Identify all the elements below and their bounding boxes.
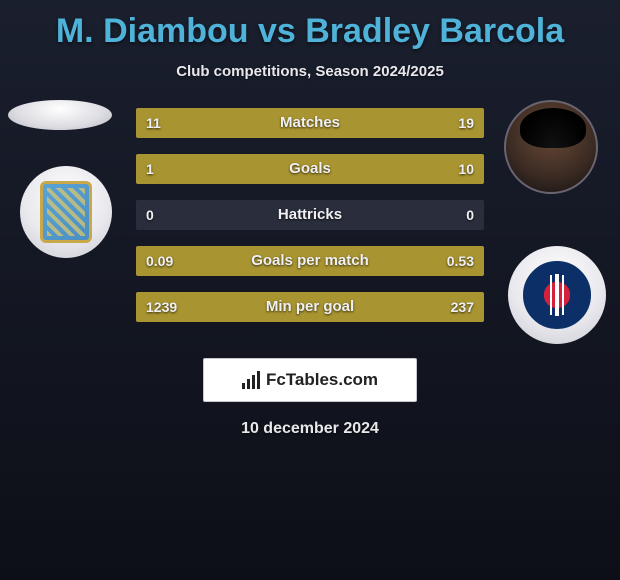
stat-row: 00Hattricks bbox=[136, 200, 484, 230]
brand-logo-icon bbox=[242, 371, 260, 389]
stat-label: Min per goal bbox=[136, 292, 484, 322]
comparison-area: 1119Matches 110Goals 00Hattricks 0.090.53Go… bbox=[0, 108, 620, 348]
date-text: 10 december 2024 bbox=[0, 420, 620, 438]
stat-label: Matches bbox=[136, 108, 484, 138]
stat-row: 1119Matches bbox=[136, 108, 484, 138]
subtitle: Club competitions, Season 2024/2025 bbox=[0, 63, 620, 80]
stat-bars: 1119Matches 110Goals 00Hattricks 0.090.53Go… bbox=[136, 108, 484, 338]
page-title: M. Diambou vs Bradley Barcola bbox=[0, 0, 620, 51]
club-right-badge bbox=[508, 246, 606, 344]
stat-row: 1239237Min per goal bbox=[136, 292, 484, 322]
psg-crest-icon bbox=[523, 261, 591, 329]
club-left-crest-icon bbox=[40, 181, 92, 243]
player-left-avatar bbox=[8, 100, 112, 130]
stat-row: 110Goals bbox=[136, 154, 484, 184]
brand-badge[interactable]: FcTables.com bbox=[203, 358, 417, 402]
stat-label: Hattricks bbox=[136, 200, 484, 230]
stat-label: Goals bbox=[136, 154, 484, 184]
player-right-avatar bbox=[504, 100, 598, 194]
brand-text: FcTables.com bbox=[266, 370, 378, 390]
stat-row: 0.090.53Goals per match bbox=[136, 246, 484, 276]
stat-label: Goals per match bbox=[136, 246, 484, 276]
club-left-badge bbox=[20, 166, 112, 258]
